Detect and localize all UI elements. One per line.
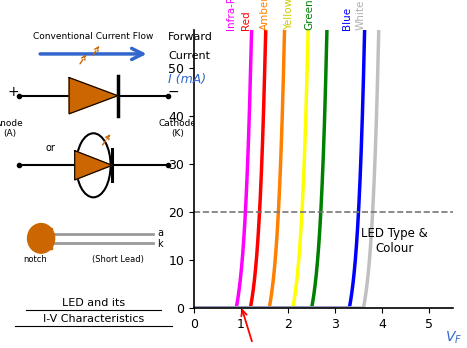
Text: Cathode
(K): Cathode (K) [158,119,197,139]
Text: k: k [157,239,163,249]
Text: Forward: Forward [168,32,213,42]
Text: (Short Lead): (Short Lead) [92,255,144,264]
Text: I-V Characteristics: I-V Characteristics [43,314,144,324]
Polygon shape [75,151,112,180]
Text: White: White [356,0,366,30]
Ellipse shape [28,223,55,253]
FancyBboxPatch shape [40,228,52,249]
Text: +: + [7,85,19,99]
Text: $V_F$: $V_F$ [446,330,462,346]
Text: Yellow: Yellow [284,0,294,30]
Polygon shape [69,78,118,114]
Text: Conventional Current Flow: Conventional Current Flow [33,32,154,41]
Text: Amber: Amber [260,0,270,30]
Text: Infra-Red: Infra-Red [226,0,236,30]
Text: Anode
(A): Anode (A) [0,119,24,139]
Text: −: − [168,85,179,99]
Text: Green: Green [304,0,314,30]
Text: a: a [157,228,163,238]
Text: Current: Current [168,51,210,61]
Text: LED Type &
Colour: LED Type & Colour [361,227,427,255]
Text: Blue: Blue [342,7,352,30]
Text: or: or [45,143,56,153]
Text: I (mA): I (mA) [168,73,206,86]
Text: notch: notch [24,255,47,264]
Text: LED and its: LED and its [62,298,125,308]
Text: Red: Red [241,10,251,30]
